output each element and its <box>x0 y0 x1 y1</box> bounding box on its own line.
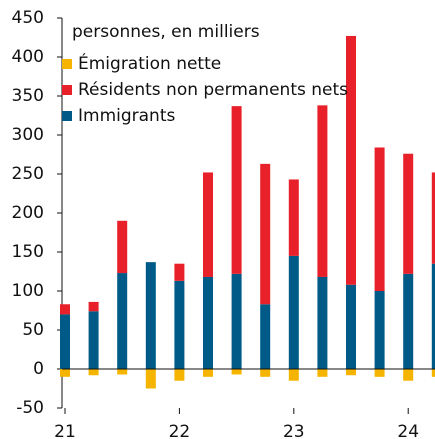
x-tick-label: 23 <box>283 422 305 439</box>
bar-segment <box>231 106 242 274</box>
y-tick-label: 400 <box>12 47 44 67</box>
bar-segment <box>260 163 271 305</box>
legend-swatch <box>62 59 72 69</box>
bar-segment <box>260 304 271 369</box>
bar-segment <box>317 369 328 377</box>
bar-segment <box>317 276 328 369</box>
y-tick-label: 450 <box>12 8 44 28</box>
legend-swatch <box>62 85 72 95</box>
bar-segment <box>374 291 385 369</box>
bar-segment <box>203 172 213 277</box>
bar-segment <box>174 263 185 281</box>
bar-segment <box>431 172 435 264</box>
bar-segment <box>117 369 128 375</box>
bar-segment <box>231 369 242 375</box>
bar-segment <box>145 262 156 369</box>
y-tick-label: 250 <box>12 164 44 184</box>
y-tick-label: 200 <box>12 203 44 223</box>
y-tick-label: 300 <box>12 125 44 145</box>
bar-segment <box>88 311 99 369</box>
bar-segment <box>288 179 299 256</box>
bar-segment <box>374 369 385 377</box>
bar-segment <box>403 273 414 369</box>
bar-segment <box>346 35 356 285</box>
bar-segment <box>288 369 299 381</box>
bar-segment <box>431 369 435 377</box>
bar-segment <box>346 284 356 369</box>
bar-segment <box>60 314 70 369</box>
x-tick-label: 21 <box>54 422 76 439</box>
bar-segment <box>403 369 414 381</box>
x-tick-label: 22 <box>169 422 191 439</box>
chart-subtitle: personnes, en milliers <box>72 22 260 42</box>
bar-segment <box>88 301 99 312</box>
bar-segment <box>145 369 156 389</box>
bar-segment <box>374 147 385 291</box>
bar-segment <box>346 369 356 376</box>
bar-segment <box>88 369 99 376</box>
bar-segment <box>117 220 128 274</box>
bar-segment <box>174 280 185 369</box>
bar-segment <box>117 273 128 369</box>
bar-segment <box>288 255 299 369</box>
legend-label: Immigrants <box>78 106 175 126</box>
bar-segment <box>60 369 70 377</box>
bar-segment <box>203 369 213 377</box>
legend-label: Résidents non permanents nets <box>78 80 348 100</box>
bar-segment <box>231 273 242 369</box>
bar-segment <box>203 276 213 369</box>
y-tick-label: 100 <box>12 281 44 301</box>
bar-segment <box>260 369 271 377</box>
y-tick-label: 150 <box>12 242 44 262</box>
x-tick-label: 24 <box>397 422 419 439</box>
bar-segment <box>317 105 328 277</box>
legend-swatch <box>62 111 72 121</box>
y-tick-label: -50 <box>16 398 44 418</box>
legend-label: Émigration nette <box>78 52 221 74</box>
y-tick-label: 350 <box>12 86 44 106</box>
bar-segment <box>403 153 414 274</box>
bar-segment <box>431 263 435 369</box>
bar-segment <box>174 369 185 381</box>
bar-segment <box>60 304 70 315</box>
y-tick-label: 0 <box>33 359 44 379</box>
y-tick-label: 50 <box>22 320 44 340</box>
